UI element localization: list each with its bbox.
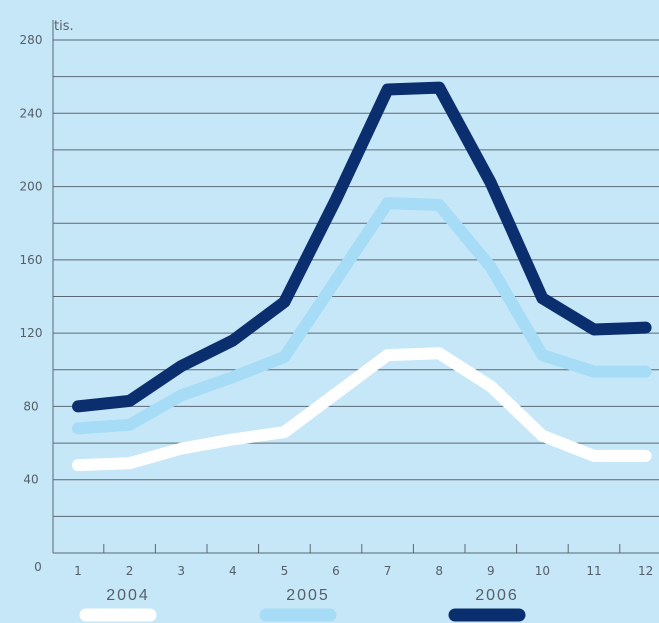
legend: 2004 2005 2006 <box>79 587 526 622</box>
axes <box>52 20 659 554</box>
y-tick-label: 240 <box>20 106 43 120</box>
series-line-2005 <box>72 197 652 435</box>
y-tick-label: 280 <box>20 33 43 47</box>
x-tick-label: 2 <box>126 564 134 578</box>
x-tick-label: 4 <box>229 564 237 578</box>
legend-label-2006: 2006 <box>475 587 519 604</box>
series-lines <box>72 81 652 472</box>
y-tick-label: 120 <box>20 326 43 340</box>
x-tick-label: 6 <box>332 564 340 578</box>
x-tick-label: 11 <box>586 564 601 578</box>
y-tick-label: 80 <box>23 399 38 413</box>
origin-zero-label: 0 <box>34 560 42 574</box>
x-tick-label: 5 <box>281 564 289 578</box>
y-tick-labels: 40 80 120 160 200 240 280 <box>20 33 43 487</box>
x-tick-labels: 1 2 3 4 5 6 7 8 9 10 11 12 <box>74 564 653 578</box>
legend-label-2005: 2005 <box>286 587 330 604</box>
series-line-2004 <box>72 347 652 472</box>
x-tick-label: 7 <box>384 564 392 578</box>
x-tick-label: 3 <box>177 564 185 578</box>
y-tick-label: 40 <box>23 473 38 487</box>
y-unit-label: tis. <box>54 19 74 34</box>
x-tick-label: 1 <box>74 564 82 578</box>
x-tick-label: 8 <box>435 564 443 578</box>
y-tick-label: 200 <box>20 180 43 194</box>
x-tick-label: 9 <box>487 564 495 578</box>
grid-lines <box>53 39 659 517</box>
legend-label-2004: 2004 <box>106 587 150 604</box>
series-line-2006 <box>72 81 652 413</box>
x-tick-label: 12 <box>638 564 653 578</box>
x-tick-label: 10 <box>535 564 550 578</box>
y-tick-label: 160 <box>20 253 43 267</box>
